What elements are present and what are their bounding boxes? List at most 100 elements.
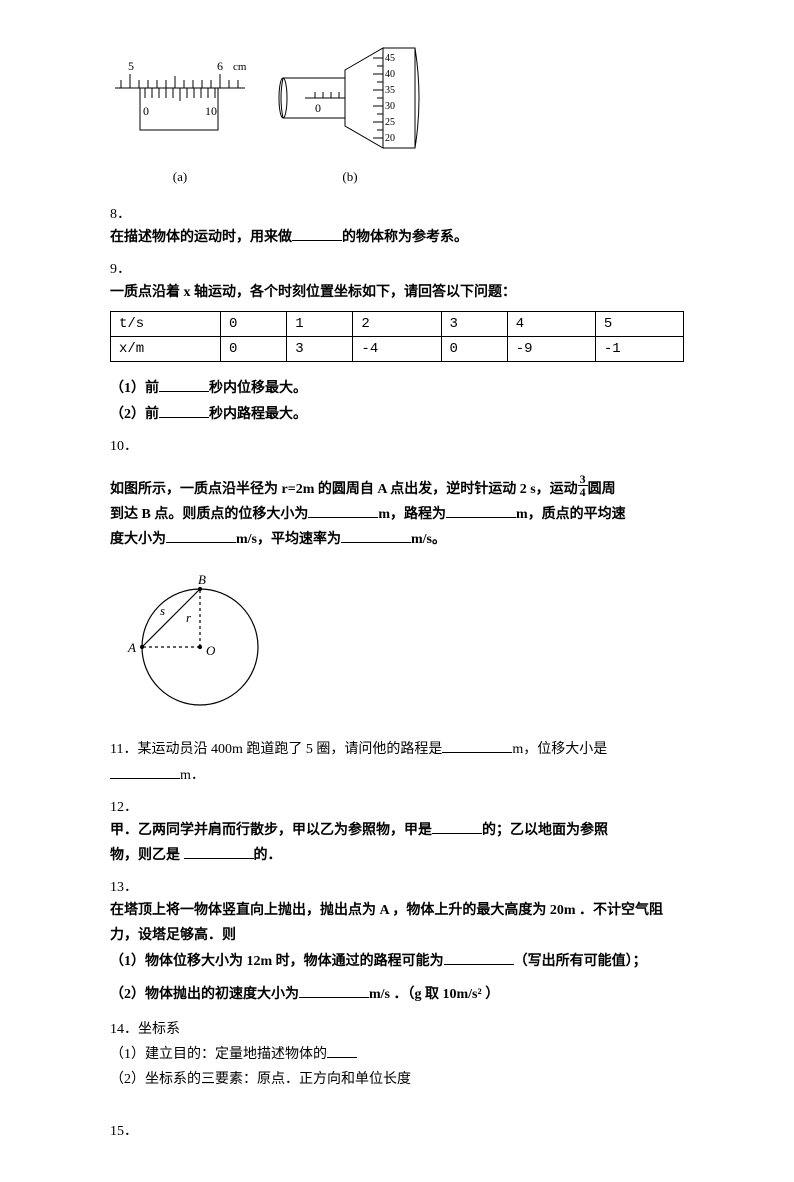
q11-b: m，位移大小是 (512, 742, 607, 757)
q9-h2: 1 (287, 312, 353, 337)
q13-sub1: （1）物体位移大小为 12m 时，物体通过的路程可能为（写出所有可能值）； (110, 949, 684, 974)
q12-2a: 物，则乙是 (110, 848, 184, 863)
q10-line3c: 。 (432, 532, 446, 547)
q10-line3b: ，平均速率为 (257, 532, 341, 547)
diagram-b-label: (b) (275, 169, 425, 185)
frac-den: 4 (578, 486, 588, 498)
q9-sub2: （2）前 秒内路程最大。 (110, 402, 684, 427)
table-row: x/m 0 3 -4 0 -9 -1 (111, 337, 684, 362)
point-B: B (198, 572, 206, 587)
q10-blank4 (341, 528, 411, 543)
q9-r0: x/m (111, 337, 221, 362)
q13-blank2 (299, 983, 369, 998)
q10-line2a: 到达 B 点。则质点的位移大小为 (110, 507, 308, 522)
q10-line3a: 度大小为 (110, 532, 166, 547)
circle-svg: A B O s r (120, 567, 280, 717)
q9-h5: 4 (507, 312, 595, 337)
micrometer-0: 0 (315, 101, 321, 115)
q9-sub2-blank (159, 403, 209, 418)
q9-r2: 3 (287, 337, 353, 362)
q14-num: 14． (110, 1022, 138, 1037)
q9-sub1-before: （1）前 (110, 381, 159, 396)
q12-1a: 甲．乙两同学并肩而行散步，甲以乙为参照物，甲是 (110, 823, 432, 838)
q9-r3: -4 (353, 337, 441, 362)
q10-line2c: ，质点的平均速 (528, 507, 626, 522)
q13-number: 13． (110, 876, 684, 896)
q8-blank (292, 226, 342, 241)
thimble-30: 30 (385, 101, 395, 112)
q13-sub2: （2）物体抛出的初速度大小为m/s ．（g 取 10m/s² ） (110, 982, 684, 1007)
q8-text: 在描述物体的运动时，用来做 的物体称为参考系。 (110, 225, 684, 250)
q15-number: 15． (110, 1120, 684, 1140)
q14-blank (327, 1043, 357, 1058)
ruler-6: 6 (217, 59, 223, 73)
q12-2b: 的． (254, 848, 282, 863)
micrometer-svg: 0 45 40 35 30 25 (275, 40, 425, 160)
q9-h1: 0 (221, 312, 287, 337)
q14-title: 坐标系 (138, 1022, 180, 1037)
q13-blank1 (444, 950, 514, 965)
ruler-5: 5 (128, 59, 134, 73)
q11-c: m． (180, 768, 205, 783)
q9-sub1-blank (159, 377, 209, 392)
q13-sub1a: （1）物体位移大小为 12m 时，物体通过的路程可能为 (110, 954, 444, 969)
table-row: t/s 0 1 2 3 4 5 (111, 312, 684, 337)
q10-blank3 (166, 528, 236, 543)
q9-h4: 3 (441, 312, 507, 337)
q9-sub1-after: 秒内位移最大。 (209, 381, 307, 396)
q13-sub2a: （2）物体抛出的初速度大小为 (110, 987, 299, 1002)
q14-sub1: （1）建立目的：定量地描述物体的 (110, 1042, 684, 1067)
q10-text: 如图所示，一质点沿半径为 r=2m 的圆周自 A 点出发，逆时针运动 2 s，运… (110, 477, 684, 553)
micrometer-diagram-b: 0 45 40 35 30 25 (275, 40, 425, 185)
q14: 14．坐标系 (110, 1017, 684, 1042)
q9-r6: -1 (595, 337, 683, 362)
thimble-40: 40 (385, 69, 395, 80)
q10-m2: m (516, 507, 528, 522)
q8-number: 8． (110, 203, 684, 223)
q9-sub2-after: 秒内路程最大。 (209, 407, 307, 422)
q13-p1: 在塔顶上将一物体竖直向上抛出，抛出点为 A ，物体上升的最大高度为 20m ．不… (110, 898, 684, 948)
q9-h0: t/s (111, 312, 221, 337)
q9-sub2-before: （2）前 (110, 407, 159, 422)
q9-r1: 0 (221, 337, 287, 362)
thimble-25: 25 (385, 117, 395, 128)
q8-before: 在描述物体的运动时，用来做 (110, 230, 292, 245)
q14-sub1a: （1）建立目的：定量地描述物体的 (110, 1047, 327, 1062)
thimble-45: 45 (385, 53, 395, 64)
q10-ms1: m/s (236, 532, 257, 547)
q8-after: 的物体称为参考系。 (342, 230, 468, 245)
q12-1b: 的；乙以地面为参照 (482, 823, 608, 838)
q9-intro: 一质点沿着 x 轴运动，各个时刻位置坐标如下，请回答以下问题： (110, 280, 684, 305)
circle-diagram: A B O s r (120, 567, 684, 722)
q12-blank1 (432, 819, 482, 834)
q11-blank2 (110, 764, 180, 779)
q11: 11．某运动员沿 400m 跑道跑了 5 圈，请问他的路程是m，位移大小是m． (110, 737, 684, 787)
thimble-20: 20 (385, 133, 395, 144)
ruler-cm: cm (233, 61, 247, 73)
vernier-svg: 5 6 cm (110, 50, 250, 160)
q10-ms2: m/s (411, 532, 432, 547)
thimble-35: 35 (385, 85, 395, 96)
measurement-diagrams: 5 6 cm (110, 40, 684, 185)
q12-text: 甲．乙两同学并肩而行散步，甲以乙为参照物，甲是 的；乙以地面为参照 物，则乙是 的… (110, 818, 684, 868)
q10-blank1 (308, 503, 378, 518)
q9-h3: 2 (353, 312, 441, 337)
q10-m1: m (378, 507, 390, 522)
q9-sub1: （1）前 秒内位移最大。 (110, 376, 684, 401)
point-O: O (206, 643, 216, 658)
q9-r4: 0 (441, 337, 507, 362)
q11-num: 11． (110, 742, 137, 757)
page-content: 5 6 cm (0, 0, 794, 1182)
chord-s: s (160, 603, 165, 618)
q10-number: 10． (110, 435, 684, 455)
q11-blank1 (442, 738, 512, 753)
q10-line2b: ，路程为 (390, 507, 446, 522)
vernier-0: 0 (143, 104, 149, 118)
diagram-a-label: (a) (110, 169, 250, 185)
radius-r: r (186, 610, 192, 625)
q9-table: t/s 0 1 2 3 4 5 x/m 0 3 -4 0 -9 -1 (110, 311, 684, 362)
q12-blank2 (184, 844, 254, 859)
q10-line1b: 圆周 (588, 482, 616, 497)
q14-sub2: （2）坐标系的三要素：原点．正方向和单位长度 (110, 1067, 684, 1092)
q10-blank2 (446, 503, 516, 518)
